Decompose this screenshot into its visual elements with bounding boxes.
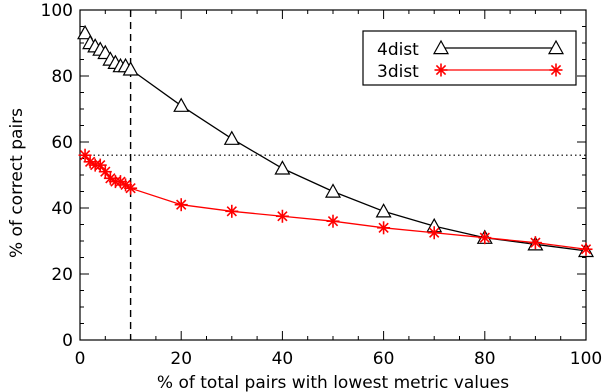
x-tick-label: 0 <box>75 349 86 369</box>
asterisk-stroke <box>530 237 541 248</box>
asterisk-stroke <box>327 216 339 227</box>
point-3dist <box>98 165 112 179</box>
asterisk-stroke <box>277 211 288 222</box>
x-tick-label: 60 <box>373 349 395 369</box>
point-4dist <box>324 183 342 198</box>
asterisk-stroke <box>125 183 136 194</box>
asterisk-stroke <box>435 64 447 76</box>
asterisk-stroke <box>479 232 490 243</box>
y-tick-label: 80 <box>51 67 73 87</box>
point-3dist <box>478 231 492 245</box>
y-tick-label: 0 <box>62 331 73 351</box>
legend-marker-4dist <box>432 39 450 55</box>
x-tick-label: 40 <box>272 349 294 369</box>
point-3dist <box>93 158 107 172</box>
asterisk-stroke <box>79 150 91 161</box>
y-tick-label: 100 <box>41 1 73 21</box>
x-tick-label: 100 <box>570 349 602 369</box>
point-3dist <box>579 242 593 256</box>
asterisk-stroke <box>105 173 116 184</box>
asterisk-stroke <box>84 156 96 167</box>
asterisk-stroke <box>120 179 131 191</box>
x-axis-label: % of total pairs with lowest metric valu… <box>157 373 509 392</box>
series-layer <box>77 24 595 258</box>
point-3dist <box>427 226 441 240</box>
point-4dist <box>77 24 94 40</box>
axis-ticks: 0 20 40 60 80 100 0 20 40 60 80 100 <box>41 1 603 369</box>
legend-marker-4dist <box>547 39 565 55</box>
legend: 4dist 3dist <box>362 30 577 86</box>
legend-label-3dist: 3dist <box>377 62 419 82</box>
legend-marker-3dist <box>434 63 448 77</box>
x-tick-label: 20 <box>170 349 192 369</box>
asterisk-stroke <box>226 206 237 217</box>
y-tick-label: 40 <box>51 199 73 219</box>
point-3dist <box>78 148 92 162</box>
point-3dist <box>528 236 542 250</box>
point-3dist <box>377 221 391 235</box>
series-line-3dist <box>84 154 587 250</box>
asterisk-stroke <box>176 199 187 210</box>
y-tick-label: 60 <box>51 133 73 153</box>
point-3dist <box>124 181 138 195</box>
legend-samples <box>432 39 565 77</box>
legend-marker-3dist <box>549 63 563 77</box>
asterisk-stroke <box>550 64 562 76</box>
y-axis-label: % of correct pairs <box>7 108 27 258</box>
point-4dist <box>122 61 139 76</box>
point-3dist <box>225 204 239 218</box>
asterisk-stroke <box>115 176 126 187</box>
point-4dist <box>173 97 190 112</box>
point-4dist <box>375 203 392 218</box>
asterisk-stroke <box>580 244 592 255</box>
point-3dist <box>174 198 188 212</box>
point-3dist <box>275 209 289 223</box>
legend-label-4dist: 4dist <box>377 40 419 60</box>
asterisk-stroke <box>429 227 440 238</box>
point-4dist <box>274 160 291 175</box>
x-tick-label: 80 <box>474 349 496 369</box>
legend-box <box>362 30 577 86</box>
asterisk-stroke <box>378 222 389 233</box>
asterisk-stroke <box>100 166 111 177</box>
y-tick-label: 20 <box>51 265 73 285</box>
point-3dist <box>326 214 340 228</box>
asterisk-stroke <box>95 159 106 171</box>
point-4dist <box>223 130 240 145</box>
